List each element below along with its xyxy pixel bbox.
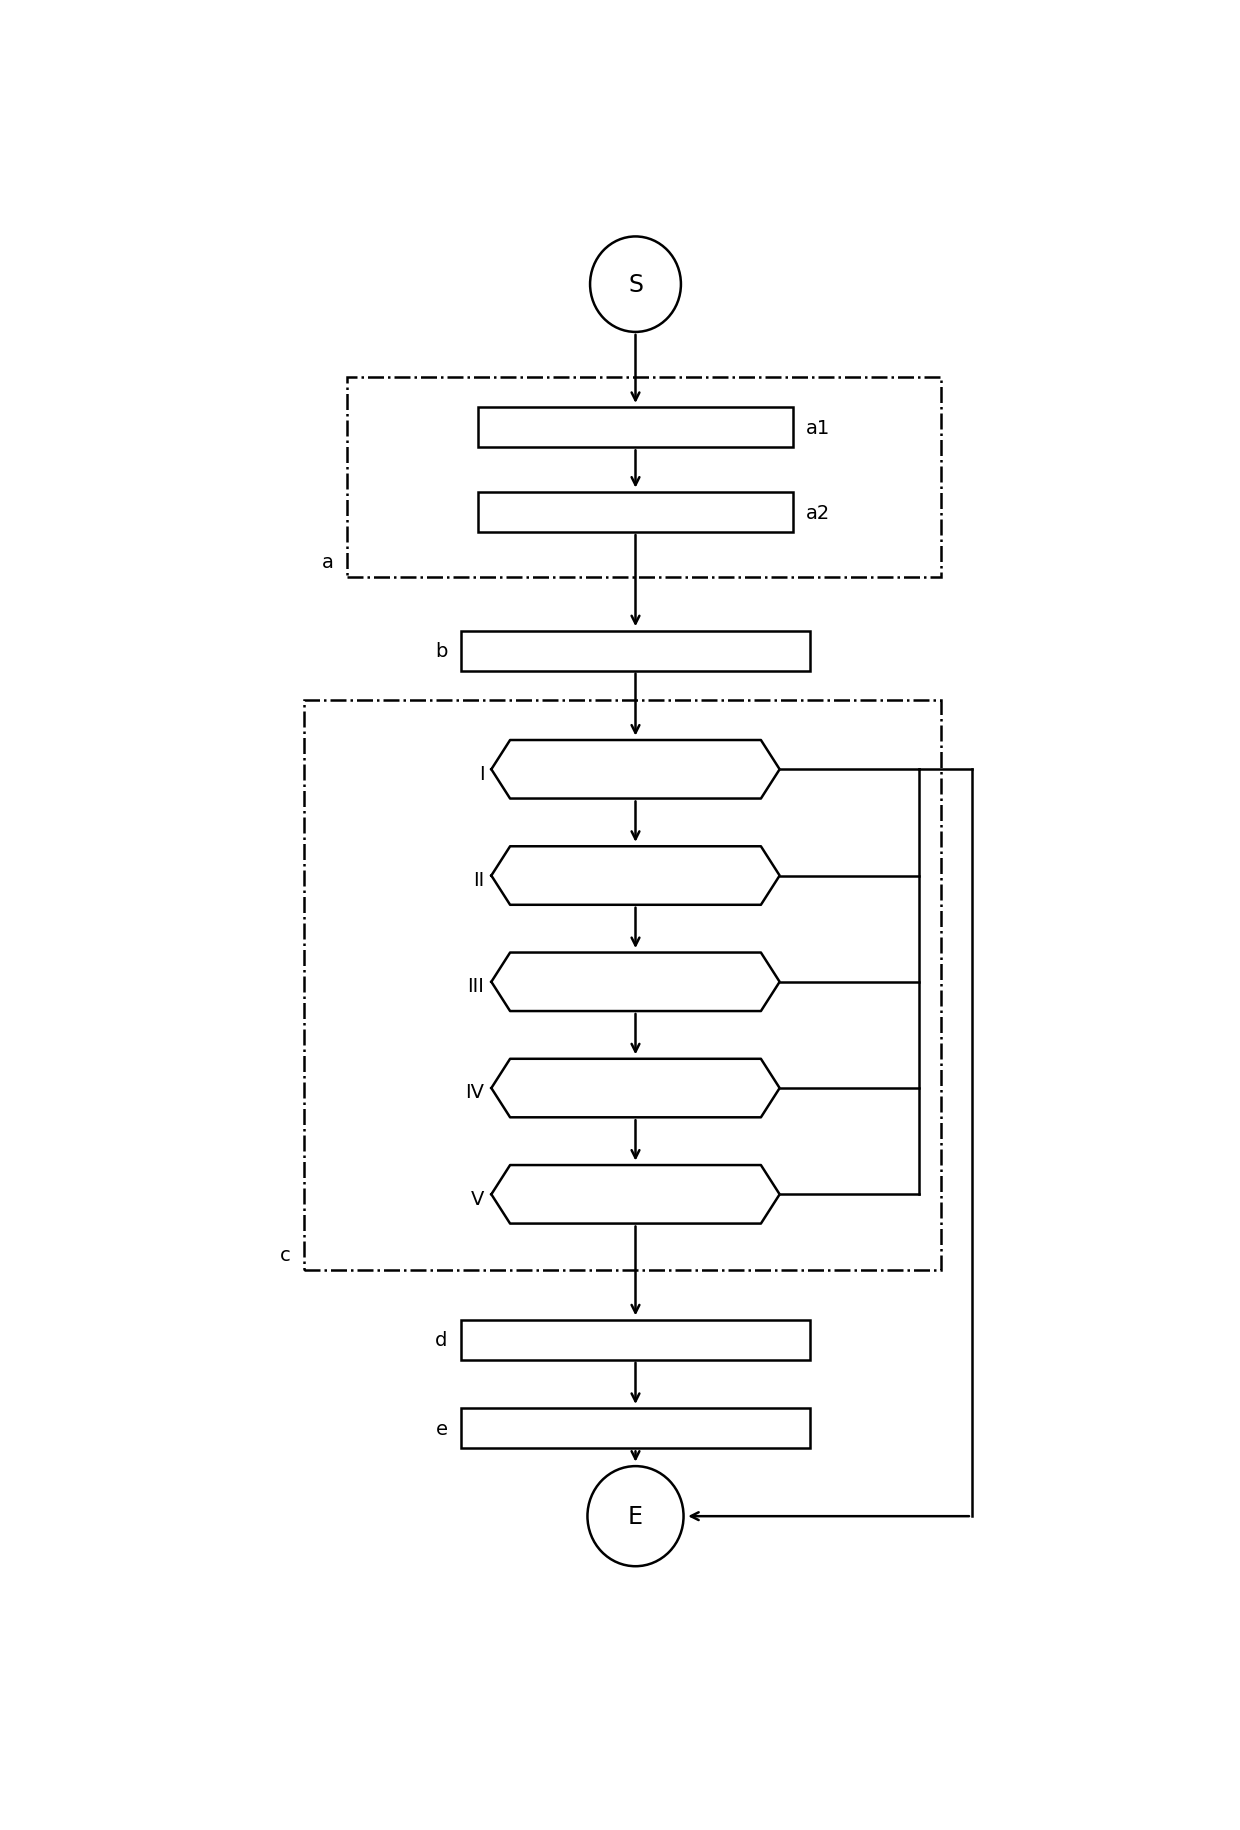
Bar: [347, 377, 941, 578]
Polygon shape: [491, 847, 780, 906]
Text: IV: IV: [465, 1083, 485, 1102]
Ellipse shape: [590, 238, 681, 333]
Polygon shape: [491, 741, 780, 800]
Text: V: V: [471, 1190, 485, 1208]
Text: b: b: [435, 642, 448, 661]
Text: a: a: [322, 553, 334, 571]
Text: III: III: [467, 977, 485, 996]
Text: c: c: [280, 1244, 290, 1265]
Ellipse shape: [588, 1466, 683, 1566]
Polygon shape: [491, 1060, 780, 1118]
Bar: [479, 492, 792, 533]
Polygon shape: [491, 1166, 780, 1224]
Bar: [304, 701, 941, 1270]
Bar: [461, 1319, 810, 1360]
Text: E: E: [627, 1504, 644, 1528]
Text: a1: a1: [806, 419, 830, 437]
Polygon shape: [491, 953, 780, 1012]
Text: d: d: [435, 1330, 448, 1349]
Bar: [461, 1409, 810, 1449]
Text: I: I: [479, 765, 485, 783]
Text: e: e: [435, 1418, 448, 1438]
Bar: [461, 631, 810, 672]
Text: S: S: [627, 273, 644, 296]
Text: a2: a2: [806, 503, 830, 522]
Bar: [479, 408, 792, 448]
Text: II: II: [474, 871, 485, 889]
